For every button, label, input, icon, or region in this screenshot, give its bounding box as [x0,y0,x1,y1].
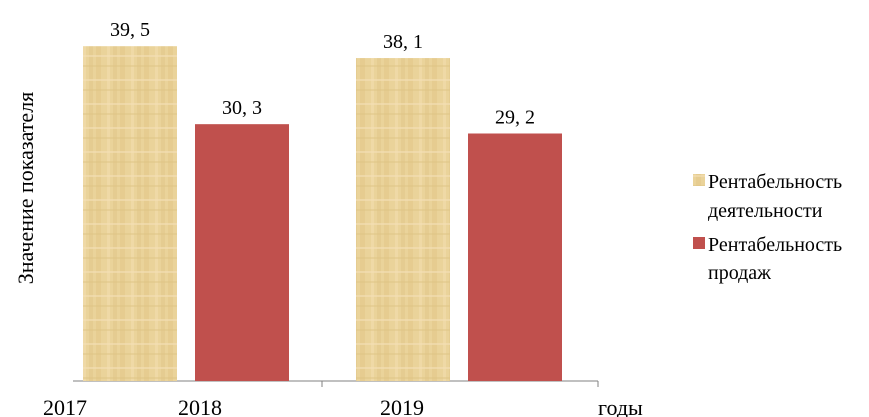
data-label-activity-2018: 39, 5 [110,19,150,41]
x-axis-title: годы [598,395,643,417]
legend-label-sales-line2: продаж [708,262,771,284]
data-label-sales-2018: 30, 3 [222,97,262,119]
x-tick-label-2019: 2019 [380,395,424,417]
legend-label-activity-line2: деятельности [708,200,823,222]
x-tick-label-2018: 2018 [178,395,222,417]
data-label-activity-2019: 38, 1 [383,31,423,53]
y-axis-title: Значение показателя [13,92,38,285]
bar-sales-2019 [468,133,562,381]
legend-item-activity: Рентабельность деятельности [693,171,842,222]
bar-activity-2019 [356,58,450,382]
legend-label-sales-line1: Рентабельность [708,234,842,256]
x-tick-label-2017: 2017 [43,395,87,417]
bar-activity-2018 [83,46,177,381]
legend-swatch-activity [693,174,705,186]
legend-swatch-sales [693,237,705,249]
bar-labels-layer: 39, 5 30, 3 38, 1 29, 2 [110,19,535,128]
bar-sales-2018 [195,124,289,382]
legend: Рентабельность деятельности Рентабельнос… [693,171,842,284]
legend-item-sales: Рентабельность продаж [693,234,842,284]
data-label-sales-2019: 29, 2 [495,106,535,128]
bars-layer [83,46,562,382]
legend-label-activity-line1: Рентабельность [708,171,842,193]
